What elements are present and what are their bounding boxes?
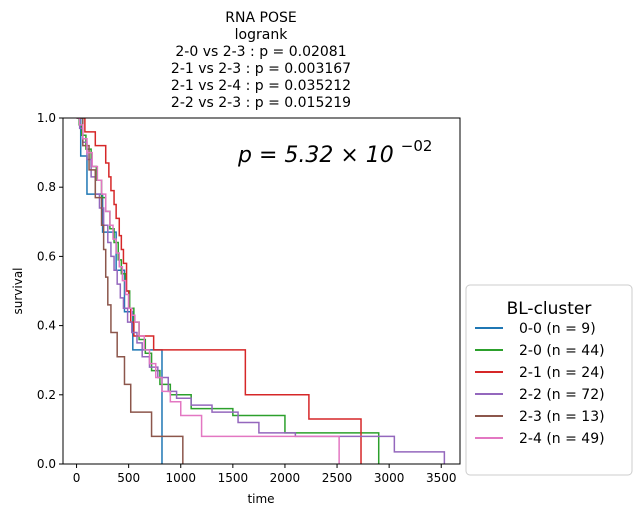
x-tick-label: 500: [117, 471, 140, 485]
title-line: 2-2 vs 2-3 : p = 0.015219: [171, 95, 351, 111]
legend-entry: 0-0 (n = 9): [519, 321, 596, 337]
x-tick-label: 0: [73, 471, 81, 485]
legend-title: BL-cluster: [507, 299, 592, 319]
y-tick-label: 0.6: [37, 249, 56, 263]
series-line: [76, 118, 362, 464]
title-line: logrank: [235, 27, 289, 43]
x-tick-label: 3500: [426, 471, 457, 485]
legend-entry: 2-2 (n = 72): [519, 387, 605, 403]
survival-curves: [76, 118, 446, 464]
y-tick-label: 0.2: [37, 388, 56, 402]
series-line: [76, 118, 340, 464]
legend-entry: 2-3 (n = 13): [519, 409, 605, 425]
y-axis-label: survival: [11, 267, 25, 314]
legend-frame: [465, 284, 633, 476]
plot-frame: [62, 117, 461, 465]
x-axis: 0 500 1000 1500 2000 2500 3000 3500: [73, 464, 457, 485]
x-tick-label: 2500: [322, 471, 353, 485]
title-line: 2-1 vs 2-4 : p = 0.035212: [171, 78, 351, 94]
x-tick-label: 1500: [218, 471, 249, 485]
x-tick-label: 3000: [374, 471, 405, 485]
p-value-annotation: p = 5.32 × 10 −02: [237, 137, 432, 168]
p-value-exponent: −02: [401, 137, 433, 155]
y-tick-label: 0.8: [37, 180, 56, 194]
x-tick-label: 2000: [270, 471, 301, 485]
y-axis: 0.0 0.2 0.4 0.6 0.8 1.0: [37, 111, 63, 471]
legend: BL-cluster 0-0 (n = 9) 2-0 (n = 44) 2-1 (n…: [465, 284, 633, 476]
x-axis-label: time: [247, 492, 274, 506]
title-line: RNA POSE: [225, 10, 296, 26]
series-line: [76, 118, 184, 464]
y-tick-label: 1.0: [37, 111, 56, 125]
legend-entry: 2-4 (n = 49): [519, 431, 605, 447]
y-tick-label: 0.0: [37, 457, 56, 471]
y-tick-label: 0.4: [37, 319, 56, 333]
x-tick-label: 1000: [165, 471, 196, 485]
title-line: 2-1 vs 2-3 : p = 0.003167: [171, 61, 351, 77]
legend-entry: 2-1 (n = 24): [519, 365, 605, 381]
series-line: [76, 118, 163, 464]
legend-entry: 2-0 (n = 44): [519, 343, 605, 359]
title-line: 2-0 vs 2-3 : p = 0.02081: [175, 44, 346, 60]
p-value-base: p = 5.32 × 10: [237, 143, 394, 168]
